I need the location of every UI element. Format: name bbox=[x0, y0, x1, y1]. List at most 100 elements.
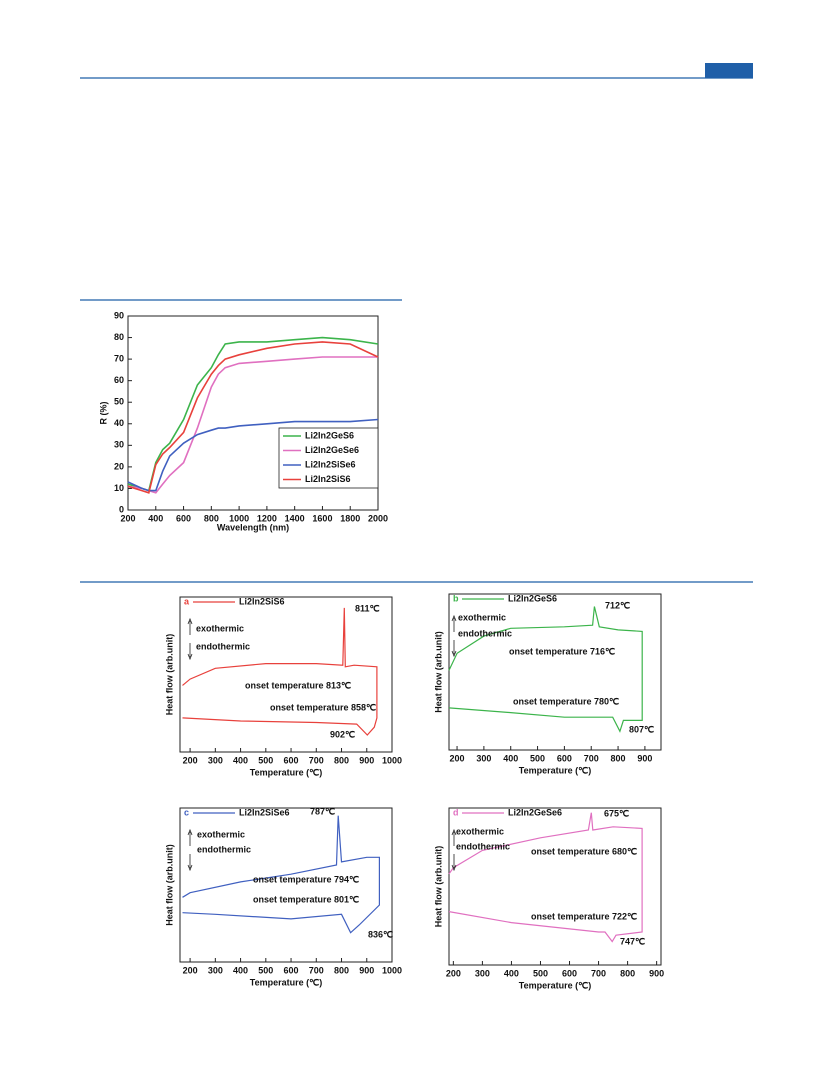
x-tick-label: 800 bbox=[334, 965, 349, 975]
x-tick-label: 600 bbox=[284, 755, 299, 765]
x-tick-label: 600 bbox=[562, 968, 577, 978]
x-tick-label: 1400 bbox=[285, 513, 305, 523]
annotation: exothermic bbox=[197, 829, 245, 839]
panel-letter: c bbox=[184, 807, 189, 817]
data-line bbox=[127, 341, 379, 494]
y-axis-label: Heat flow (arb.unit) bbox=[433, 846, 443, 928]
legend-label: Li2In2GeS6 bbox=[508, 593, 557, 603]
endo-arrow bbox=[187, 854, 193, 872]
x-tick-label: 700 bbox=[309, 755, 324, 765]
x-axis-label: Temperature (℃) bbox=[250, 977, 322, 987]
x-tick-label: 800 bbox=[611, 753, 626, 763]
x-tick-label: 500 bbox=[258, 965, 273, 975]
panel-letter: a bbox=[184, 596, 190, 606]
annotation: exothermic bbox=[196, 623, 244, 633]
x-tick-label: 700 bbox=[584, 753, 599, 763]
x-tick-label: 900 bbox=[359, 965, 374, 975]
x-tick-label: 300 bbox=[208, 965, 223, 975]
x-tick-label: 900 bbox=[637, 753, 652, 763]
x-tick-label: 200 bbox=[450, 753, 465, 763]
y-axis-label: Heat flow (arb.unit) bbox=[433, 631, 443, 713]
dsc-curve bbox=[182, 607, 378, 736]
x-tick-label: 1000 bbox=[229, 513, 249, 523]
x-tick-label: 600 bbox=[284, 965, 299, 975]
x-tick-label: 400 bbox=[503, 753, 518, 763]
annotation: onset temperature 813℃ bbox=[245, 680, 351, 690]
annotation: 811℃ bbox=[355, 603, 380, 613]
x-tick-label: 200 bbox=[183, 755, 198, 765]
x-tick-label: 200 bbox=[446, 968, 461, 978]
dsc-curve bbox=[448, 812, 643, 943]
legend-box bbox=[278, 427, 379, 489]
exo-arrow bbox=[451, 614, 457, 632]
x-tick-label: 700 bbox=[591, 968, 606, 978]
legend-label: Li2In2GeSe6 bbox=[305, 445, 359, 455]
x-tick-label: 300 bbox=[208, 755, 223, 765]
y-tick-label: 30 bbox=[114, 440, 124, 450]
x-axis-label: Temperature (℃) bbox=[519, 980, 591, 990]
panel-letter: b bbox=[453, 593, 459, 603]
annotation: 712℃ bbox=[605, 600, 630, 610]
x-tick-label: 900 bbox=[359, 755, 374, 765]
annotation: endothermic bbox=[458, 628, 512, 638]
endo-arrow bbox=[451, 854, 457, 872]
plot-frame bbox=[448, 593, 662, 751]
x-axis-label: Wavelength (nm) bbox=[217, 522, 289, 532]
x-tick-label: 1000 bbox=[382, 965, 402, 975]
x-tick-label: 800 bbox=[620, 968, 635, 978]
legend-label: Li2In2GeS6 bbox=[305, 430, 354, 440]
plot-frame bbox=[448, 807, 662, 966]
endo-arrow bbox=[187, 643, 193, 661]
legend-label: Li2In2SiSe6 bbox=[305, 459, 356, 469]
annotation: onset temperature 680℃ bbox=[531, 846, 637, 856]
x-tick-label: 600 bbox=[176, 513, 191, 523]
annotation: 836℃ bbox=[368, 929, 393, 939]
x-tick-label: 600 bbox=[557, 753, 572, 763]
x-tick-label: 800 bbox=[334, 755, 349, 765]
x-tick-label: 800 bbox=[204, 513, 219, 523]
annotation: endothermic bbox=[197, 844, 251, 854]
annotation: onset temperature 858℃ bbox=[270, 702, 376, 712]
y-tick-label: 40 bbox=[114, 418, 124, 428]
legend-label: Li2In2SiS6 bbox=[239, 596, 285, 606]
annotation: onset temperature 794℃ bbox=[253, 874, 359, 884]
x-tick-label: 500 bbox=[258, 755, 273, 765]
y-tick-label: 10 bbox=[114, 483, 124, 493]
x-axis-label: Temperature (℃) bbox=[519, 765, 591, 775]
annotation: 747℃ bbox=[620, 936, 645, 946]
y-tick-label: 0 bbox=[119, 504, 124, 514]
exo-arrow bbox=[187, 617, 193, 635]
x-tick-label: 400 bbox=[233, 965, 248, 975]
y-tick-label: 60 bbox=[114, 375, 124, 385]
x-tick-label: 400 bbox=[504, 968, 519, 978]
annotation: 787℃ bbox=[310, 806, 335, 816]
plot-frame bbox=[179, 807, 393, 963]
y-tick-label: 90 bbox=[114, 310, 124, 320]
x-tick-label: 400 bbox=[233, 755, 248, 765]
x-axis-label: Temperature (℃) bbox=[250, 767, 322, 777]
annotation: onset temperature 780℃ bbox=[513, 696, 619, 706]
y-tick-label: 80 bbox=[114, 332, 124, 342]
x-tick-label: 200 bbox=[120, 513, 135, 523]
plot-frame bbox=[127, 315, 379, 511]
y-axis-label: R (%) bbox=[98, 402, 108, 425]
x-tick-label: 1600 bbox=[312, 513, 332, 523]
endo-arrow bbox=[451, 640, 457, 658]
dsc-curve bbox=[182, 815, 380, 934]
annotation: endothermic bbox=[456, 841, 510, 851]
annotation: exothermic bbox=[456, 826, 504, 836]
x-tick-label: 300 bbox=[476, 753, 491, 763]
annotation: 675℃ bbox=[604, 808, 629, 818]
exo-arrow bbox=[187, 828, 193, 846]
header-tab bbox=[705, 63, 753, 78]
annotation: onset temperature 801℃ bbox=[253, 894, 359, 904]
x-tick-label: 900 bbox=[649, 968, 664, 978]
panel-letter: d bbox=[453, 807, 459, 817]
annotation: 902℃ bbox=[330, 729, 355, 739]
y-axis-label: Heat flow (arb.unit) bbox=[164, 634, 174, 716]
x-tick-label: 200 bbox=[183, 965, 198, 975]
legend-label: Li2In2SiSe6 bbox=[239, 807, 290, 817]
